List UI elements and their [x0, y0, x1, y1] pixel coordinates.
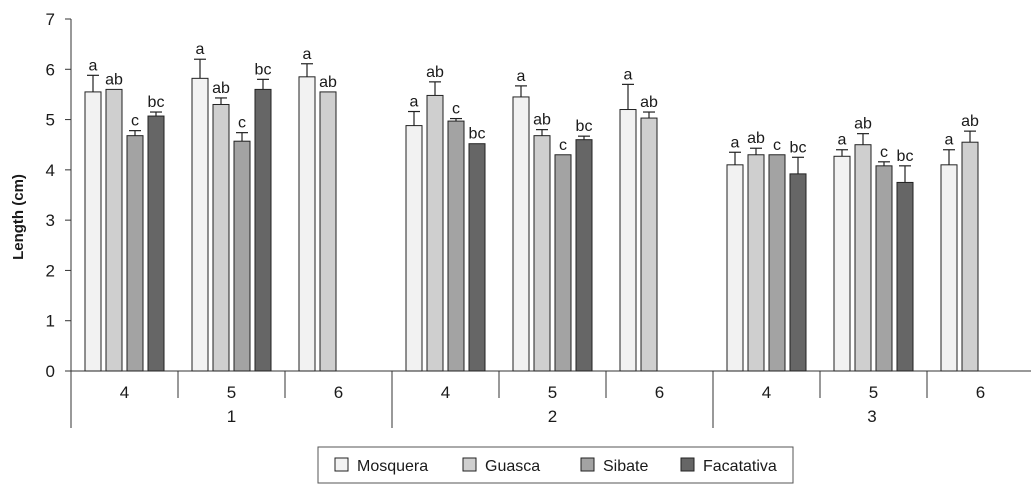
- bar: [233, 140, 251, 372]
- data-label: bc: [255, 61, 272, 78]
- data-label: a: [517, 68, 526, 85]
- data-label: ab: [961, 113, 979, 130]
- legend: Mosquera Guasca Sibate Facatativa: [317, 446, 794, 484]
- y-tick-label: 5: [46, 111, 55, 130]
- data-label: a: [945, 132, 954, 149]
- bar: [789, 173, 807, 372]
- x-tick-label: 4: [441, 383, 450, 402]
- legend-swatch: [334, 457, 349, 472]
- x-group-label: 2: [548, 407, 557, 426]
- bar: [833, 155, 851, 372]
- data-label: c: [773, 137, 781, 154]
- data-label: ab: [854, 116, 872, 133]
- data-label: ab: [105, 71, 123, 88]
- data-label: bc: [469, 126, 486, 143]
- bar: [512, 96, 530, 372]
- data-label: c: [131, 113, 139, 130]
- y-tick-label: 4: [46, 161, 55, 180]
- data-label: bc: [897, 148, 914, 165]
- data-label: c: [880, 144, 888, 161]
- x-tick-label: 6: [334, 383, 343, 402]
- x-group-label: 1: [227, 407, 236, 426]
- data-label: bc: [576, 118, 593, 135]
- data-label: bc: [790, 139, 807, 156]
- y-tick-label: 0: [46, 362, 55, 381]
- bar: [147, 115, 165, 372]
- x-axis-labels: 4 5 6 1 4 5 6 2 4 5 6 3: [120, 383, 985, 426]
- bar: [875, 165, 893, 372]
- data-label: ab: [747, 130, 765, 147]
- legend-label: Guasca: [485, 458, 540, 475]
- data-label: c: [238, 115, 246, 132]
- y-tick-label: 7: [46, 10, 55, 29]
- bar: [854, 144, 872, 372]
- legend-swatch: [462, 457, 477, 472]
- data-label: a: [838, 132, 847, 149]
- bar: [940, 164, 958, 372]
- bar: [961, 141, 979, 372]
- bar: [254, 88, 272, 372]
- bar: [105, 88, 123, 372]
- bar: [575, 139, 593, 372]
- legend-swatch: [580, 457, 595, 472]
- bar: [212, 103, 230, 372]
- y-tick-label: 6: [46, 60, 55, 79]
- legend-label: Sibate: [603, 458, 648, 475]
- x-tick-label: 6: [976, 383, 985, 402]
- data-label: ab: [212, 80, 230, 97]
- bar: [533, 135, 551, 372]
- bar: [447, 120, 465, 372]
- x-tick-label: 6: [655, 383, 664, 402]
- bar: [191, 77, 209, 372]
- y-axis-label: Length (cm): [10, 174, 27, 260]
- data-label: a: [410, 94, 419, 111]
- legend-swatch: [680, 457, 695, 472]
- bar: [896, 181, 914, 372]
- bar: [747, 154, 765, 372]
- bar: [298, 76, 316, 372]
- bar: [726, 164, 744, 372]
- x-tick-label: 5: [869, 383, 878, 402]
- data-label: bc: [148, 94, 165, 111]
- bar: [640, 117, 658, 372]
- bar: [126, 135, 144, 372]
- bar: [84, 91, 102, 372]
- data-label: ab: [426, 64, 444, 81]
- data-label: a: [731, 134, 740, 151]
- data-label: a: [624, 66, 633, 83]
- data-label: ab: [319, 74, 337, 91]
- x-tick-label: 5: [548, 383, 557, 402]
- x-tick-label: 5: [227, 383, 236, 402]
- data-label: ab: [640, 94, 658, 111]
- x-tick-label: 4: [762, 383, 771, 402]
- bar: [426, 94, 444, 372]
- data-label: c: [452, 101, 460, 118]
- y-tick-label: 3: [46, 211, 55, 230]
- y-tick-label: 1: [46, 312, 55, 331]
- data-label: c: [559, 137, 567, 154]
- x-group-label: 3: [867, 407, 876, 426]
- bar: [619, 109, 637, 372]
- bar: [319, 91, 337, 372]
- data-label: a: [303, 46, 312, 63]
- data-label: a: [89, 57, 98, 74]
- data-label: ab: [533, 112, 551, 129]
- legend-box: [317, 446, 794, 484]
- bar: [468, 143, 486, 372]
- bar: [554, 154, 572, 372]
- legend-label: Facatativa: [703, 458, 777, 475]
- y-tick-label: 2: [46, 261, 55, 280]
- legend-label: Mosquera: [357, 458, 428, 475]
- bar: [405, 125, 423, 372]
- x-tick-label: 4: [120, 383, 129, 402]
- bar: [768, 154, 786, 372]
- data-label: a: [196, 41, 205, 58]
